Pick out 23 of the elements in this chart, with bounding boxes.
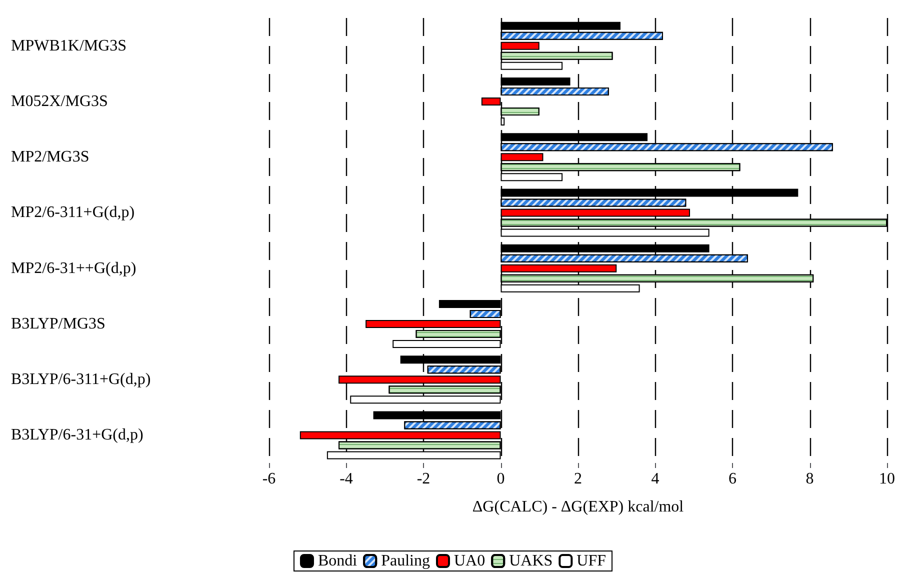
x-tick-label: -4 [340, 470, 353, 488]
x-tick-label: 8 [806, 470, 814, 488]
x-axis-title: ΔG(CALC) - ΔG(EXP) kcal/mol [472, 498, 684, 516]
y-tick-label: MP2/6-31++G(d,p) [11, 260, 136, 277]
legend-label: UA0 [454, 552, 486, 570]
y-tick-label: B3LYP/MG3S [11, 315, 106, 332]
x-tick-label: 4 [651, 470, 660, 488]
x-tick-label: -6 [262, 470, 276, 488]
legend-label: Bondi [318, 552, 358, 570]
y-tick-label: B3LYP/6-31+G(d,p) [11, 426, 144, 444]
y-tick-label: MP2/MG3S [11, 148, 90, 166]
x-tick-label: 2 [574, 470, 582, 488]
legend-label: UAKS [509, 552, 553, 570]
x-tick-label: 0 [496, 470, 505, 488]
y-tick-label: B3LYP/6-311+G(d,p) [11, 371, 151, 388]
x-tick-label: 6 [728, 470, 736, 488]
x-tick-label: -2 [416, 470, 430, 488]
x-tick-label: 10 [879, 470, 895, 488]
y-tick-label: MPWB1K/MG3S [11, 37, 127, 54]
legend-label: UFF [576, 552, 606, 570]
y-tick-label: MP2/6-311+G(d,p) [11, 204, 135, 222]
legend-label: Pauling [381, 552, 430, 570]
y-tick-label: M052X/MG3S [11, 92, 108, 110]
